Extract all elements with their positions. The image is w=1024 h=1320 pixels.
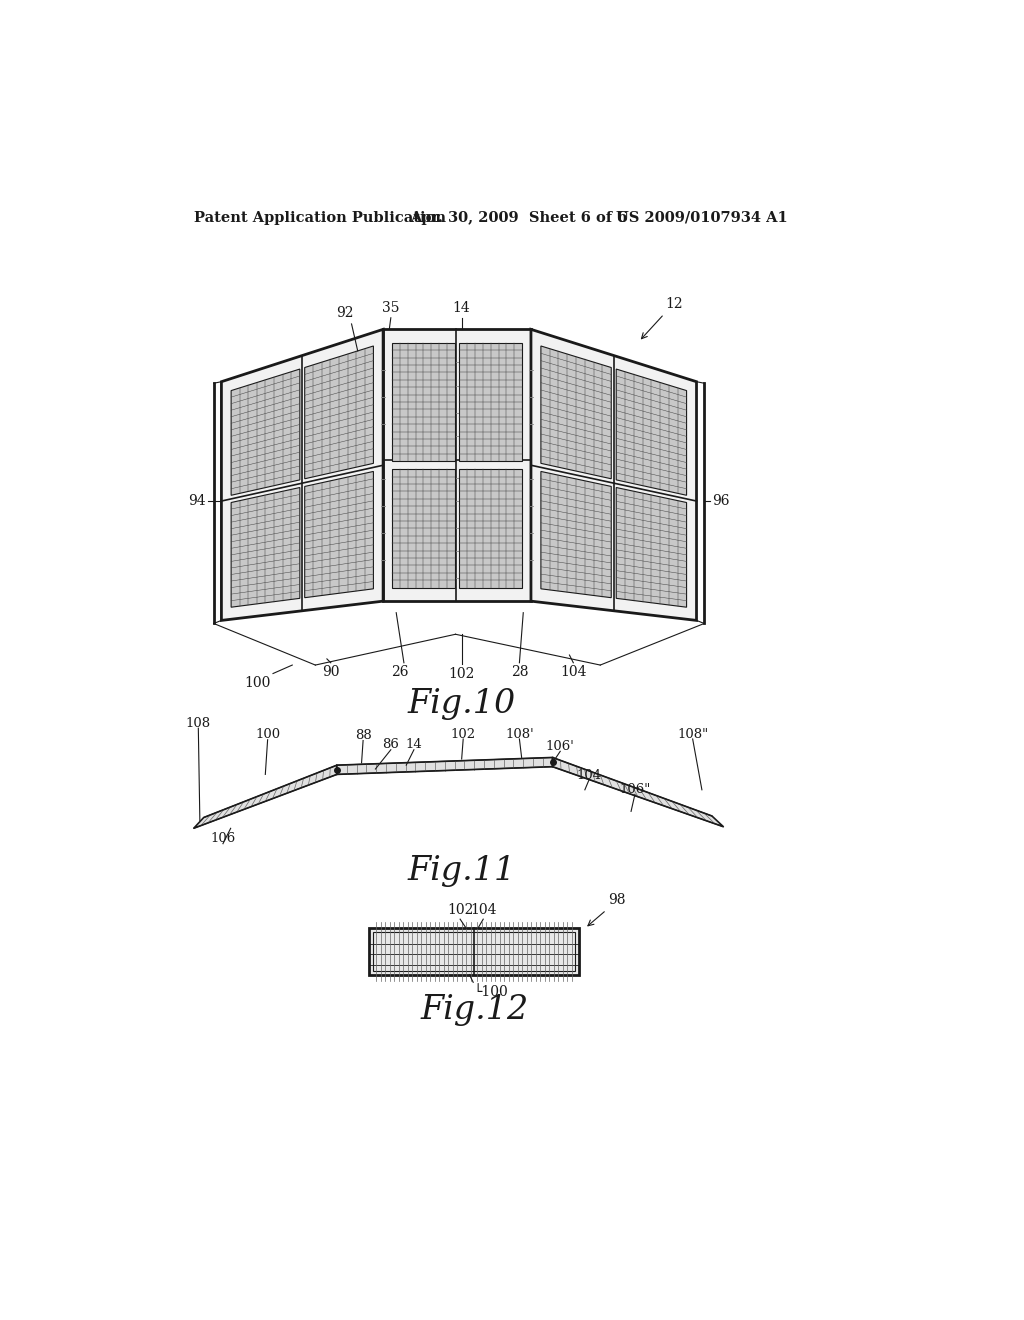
Polygon shape <box>553 758 724 826</box>
Text: 108": 108" <box>677 727 709 741</box>
Polygon shape <box>337 758 553 775</box>
Polygon shape <box>459 470 522 587</box>
Text: 86: 86 <box>382 738 399 751</box>
Polygon shape <box>541 346 611 479</box>
Text: Fig.11: Fig.11 <box>408 855 516 887</box>
Text: 102: 102 <box>446 903 473 917</box>
Text: 100: 100 <box>245 676 270 690</box>
Polygon shape <box>231 370 300 495</box>
Text: 98: 98 <box>608 892 626 907</box>
Text: 104: 104 <box>560 665 587 678</box>
Text: 106: 106 <box>210 832 236 845</box>
Polygon shape <box>541 471 611 598</box>
Text: 104: 104 <box>470 903 497 917</box>
Text: 14: 14 <box>453 301 471 314</box>
Polygon shape <box>305 346 374 479</box>
Text: 28: 28 <box>511 665 528 678</box>
Text: 35: 35 <box>382 301 399 314</box>
Text: 108: 108 <box>185 717 211 730</box>
Text: 104: 104 <box>577 770 601 781</box>
Text: 94: 94 <box>188 494 206 508</box>
Text: 106": 106" <box>620 783 650 796</box>
Text: 96: 96 <box>712 494 729 508</box>
Polygon shape <box>305 471 374 598</box>
Polygon shape <box>221 330 383 620</box>
Polygon shape <box>459 343 522 461</box>
Text: 90: 90 <box>322 665 340 678</box>
Polygon shape <box>392 343 455 461</box>
Polygon shape <box>616 487 686 607</box>
Text: 26: 26 <box>391 665 409 678</box>
Text: 102: 102 <box>449 667 475 681</box>
Polygon shape <box>531 330 696 620</box>
Text: Fig.12: Fig.12 <box>421 994 528 1026</box>
Polygon shape <box>392 470 455 587</box>
Polygon shape <box>616 370 686 495</box>
Polygon shape <box>383 330 531 601</box>
Bar <box>373 932 574 970</box>
Text: 102: 102 <box>451 727 476 741</box>
Text: 92: 92 <box>336 306 353 321</box>
Text: Fig.10: Fig.10 <box>408 688 516 721</box>
Text: 108': 108' <box>505 727 534 741</box>
Text: 106': 106' <box>546 739 574 752</box>
Text: └100: └100 <box>473 985 508 999</box>
FancyBboxPatch shape <box>370 928 579 974</box>
Text: US 2009/0107934 A1: US 2009/0107934 A1 <box>615 211 787 224</box>
Text: 100: 100 <box>255 729 281 742</box>
Text: Patent Application Publication: Patent Application Publication <box>194 211 445 224</box>
Text: 14: 14 <box>406 738 422 751</box>
Text: 88: 88 <box>354 729 372 742</box>
Text: 12: 12 <box>666 297 683 312</box>
Text: Apr. 30, 2009  Sheet 6 of 6: Apr. 30, 2009 Sheet 6 of 6 <box>410 211 628 224</box>
Polygon shape <box>194 766 337 829</box>
Polygon shape <box>231 487 300 607</box>
